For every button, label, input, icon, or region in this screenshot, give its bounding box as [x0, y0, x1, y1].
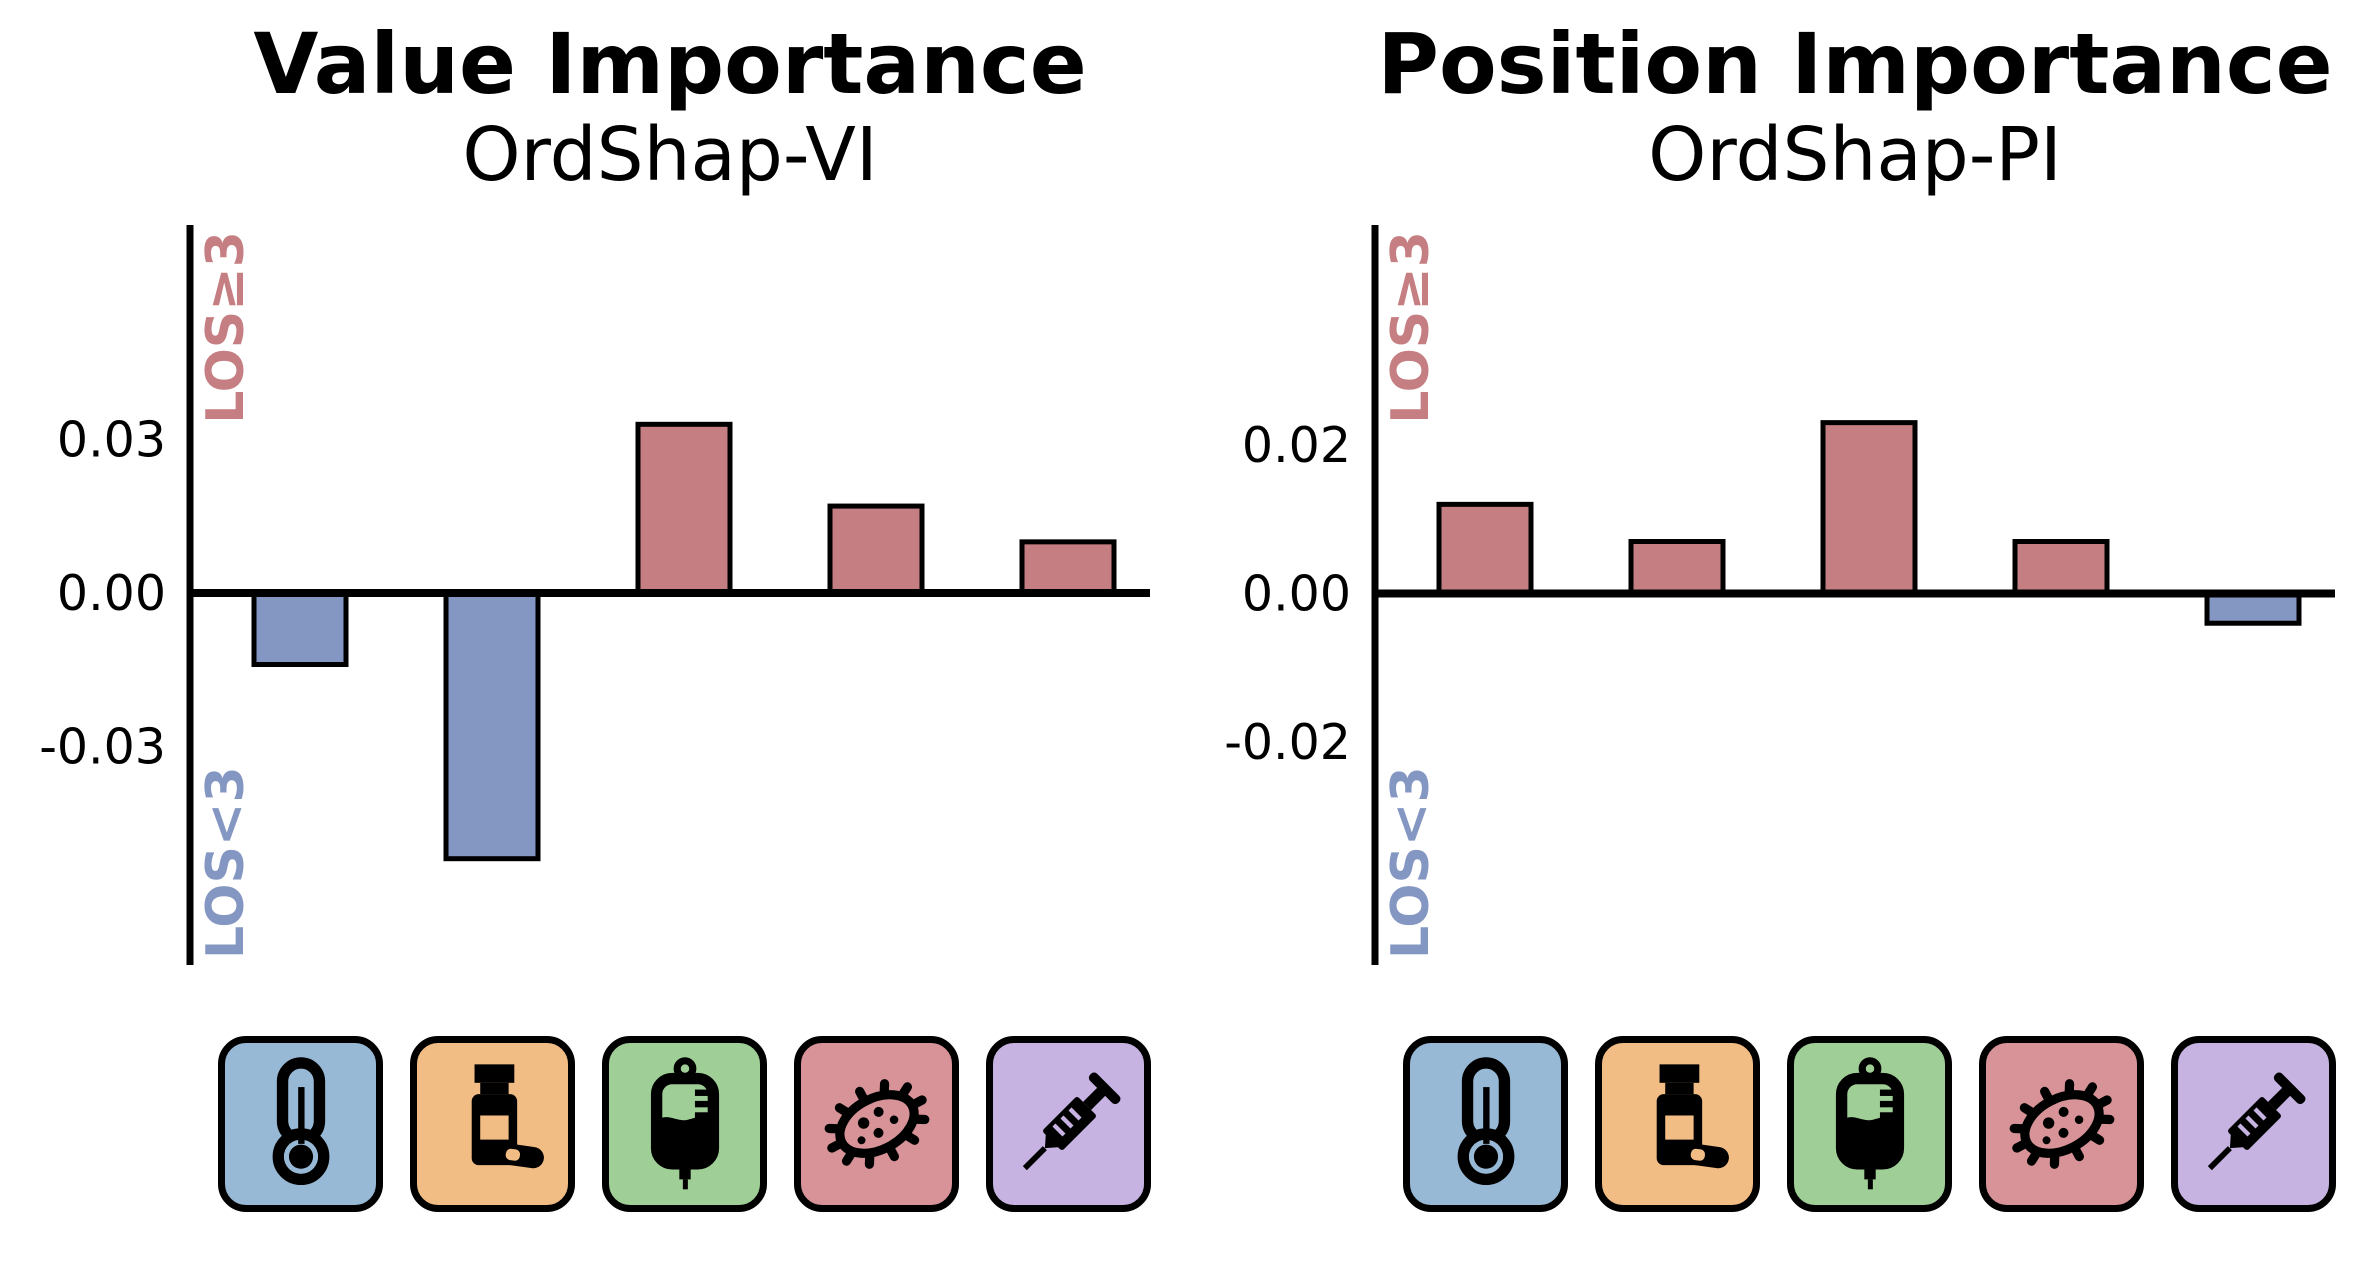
y-tick-label: 0.00 — [1242, 566, 1351, 623]
y-tick-label: 0.03 — [57, 412, 166, 469]
bar-iv-bag — [1820, 420, 1918, 597]
bar-pill-bottle — [1628, 539, 1726, 597]
feature-tile-pill-bottle — [1595, 1036, 1760, 1212]
thermometer-icon — [272, 1057, 329, 1186]
iv-bag-icon — [650, 1057, 719, 1190]
panel-title: Value Importance — [253, 15, 1087, 113]
y-tick-label: 0.00 — [57, 565, 166, 622]
feature-tile-syringe — [986, 1036, 1151, 1212]
bar-microbe — [827, 503, 925, 596]
microbe-icon — [824, 1079, 929, 1169]
pill-bottle-icon — [1656, 1064, 1729, 1169]
position-importance-panel: Position Importance OrdShap-PI 0.02 0.00 -… — [1185, 0, 2370, 1274]
group-label-los-ge-3: LOS≥3 — [196, 231, 256, 424]
panel-subtitle: OrdShap-VI — [462, 111, 878, 198]
feature-tile-thermometer — [218, 1036, 383, 1212]
bar-thermometer — [1436, 501, 1534, 597]
bar-thermometer — [251, 590, 349, 668]
feature-tile-microbe — [794, 1036, 959, 1212]
feature-icon-row — [1185, 1036, 2370, 1212]
microbe-icon — [2009, 1079, 2114, 1169]
feature-tile-iv-bag — [602, 1036, 767, 1212]
bar-syringe — [2204, 591, 2302, 626]
bar-microbe — [2012, 539, 2110, 597]
y-tick-label: 0.02 — [1242, 417, 1351, 474]
pill-bottle-icon — [471, 1064, 544, 1169]
feature-tile-pill-bottle — [410, 1036, 575, 1212]
bar-syringe — [1019, 539, 1117, 596]
position-importance-bar-chart: 0.02 0.00 -0.02 LOS≥3 LOS<3 — [1224, 225, 2335, 965]
bar-iv-bag — [635, 421, 733, 596]
feature-icon-row — [0, 1036, 1185, 1212]
feature-tile-iv-bag — [1787, 1036, 1952, 1212]
feature-tile-syringe — [2171, 1036, 2336, 1212]
syringe-icon — [1022, 1072, 1120, 1171]
thermometer-icon — [1457, 1057, 1514, 1186]
group-label-los-lt-3: LOS<3 — [196, 766, 256, 959]
iv-bag-icon — [1835, 1057, 1904, 1190]
syringe-icon — [2207, 1072, 2305, 1171]
position-importance-titles: Position Importance OrdShap-PI — [1375, 15, 2335, 198]
feature-tile-microbe — [1979, 1036, 2144, 1212]
panel-subtitle: OrdShap-PI — [1648, 111, 2062, 198]
group-label-los-lt-3: LOS<3 — [1381, 766, 1441, 959]
y-tick-label: -0.02 — [1224, 714, 1351, 771]
bar-pill-bottle — [443, 590, 541, 862]
panel-title: Position Importance — [1377, 15, 2333, 113]
group-label-los-ge-3: LOS≥3 — [1381, 231, 1441, 424]
y-tick-label: -0.03 — [39, 718, 166, 775]
value-importance-titles: Value Importance OrdShap-VI — [190, 15, 1150, 198]
value-importance-bar-chart: 0.03 0.00 -0.03 LOS≥3 LOS<3 — [39, 225, 1150, 965]
feature-tile-thermometer — [1403, 1036, 1568, 1212]
value-importance-panel: Value Importance OrdShap-VI 0.03 0.00 -0.0… — [0, 15, 1185, 1212]
